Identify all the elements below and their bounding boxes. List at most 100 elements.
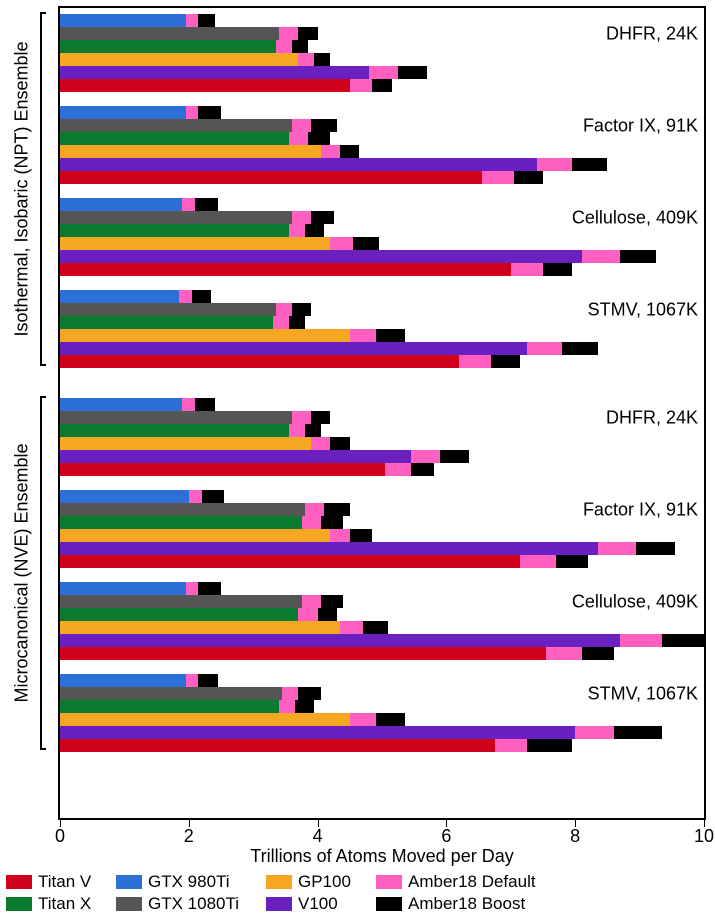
legend-swatch [116, 875, 142, 889]
bar-seg-boost [321, 595, 344, 608]
bar-seg-default [289, 132, 308, 145]
bar-seg-boost [324, 503, 350, 516]
bar-seg-boost [195, 198, 218, 211]
legend-label: V100 [298, 894, 338, 914]
bar-seg-base [60, 53, 298, 66]
bar-row [60, 542, 675, 555]
legend-item: Amber18 Default [376, 872, 536, 892]
bar-row [60, 132, 330, 145]
bar-seg-default [282, 687, 298, 700]
bar-seg-base [60, 713, 350, 726]
bar-row [60, 237, 379, 250]
bar-seg-default [279, 700, 295, 713]
bar-seg-base [60, 634, 620, 647]
bar-row [60, 211, 334, 224]
bar-seg-default [186, 582, 199, 595]
bar-seg-boost [308, 132, 331, 145]
bar-seg-default [292, 211, 311, 224]
bar-seg-boost [195, 398, 214, 411]
bar-seg-base [60, 211, 292, 224]
legend-label: GP100 [298, 872, 351, 892]
x-tick-label: 4 [313, 826, 323, 847]
bar-seg-default [302, 595, 321, 608]
bar-row [60, 290, 211, 303]
legend-label: Amber18 Default [408, 872, 536, 892]
bar-seg-default [350, 329, 376, 342]
subgroup-label: STMV, 1067K [588, 299, 698, 320]
bar-seg-default [459, 355, 491, 368]
bar-seg-boost [295, 700, 314, 713]
bar-row [60, 66, 427, 79]
bar-seg-boost [198, 674, 217, 687]
bar-seg-base [60, 582, 186, 595]
bar-seg-default [289, 224, 305, 237]
x-tick-label: 8 [570, 826, 580, 847]
bar-seg-default [350, 713, 376, 726]
bar-seg-base [60, 608, 298, 621]
bar-seg-default [482, 171, 514, 184]
bar-seg-base [60, 14, 186, 27]
bar-seg-base [60, 490, 189, 503]
bar-seg-default [620, 634, 662, 647]
bar-seg-boost [572, 158, 607, 171]
subgroup-label: Factor IX, 91K [583, 499, 698, 520]
bar-seg-base [60, 316, 273, 329]
bar-seg-base [60, 516, 302, 529]
bar-seg-base [60, 106, 186, 119]
bar-row [60, 398, 215, 411]
bar-row [60, 463, 434, 476]
bar-seg-boost [298, 27, 317, 40]
bar-seg-base [60, 158, 537, 171]
bar-seg-boost [192, 290, 211, 303]
legend-item: GP100 [266, 872, 351, 892]
bar-seg-boost [298, 687, 321, 700]
bar-seg-boost [198, 106, 221, 119]
legend-label: Titan V [38, 872, 91, 892]
bar-seg-boost [543, 263, 572, 276]
bar-seg-base [60, 739, 495, 752]
bar-seg-boost [514, 171, 543, 184]
bar-row [60, 14, 215, 27]
legend-swatch [6, 897, 32, 911]
bar-row [60, 450, 469, 463]
bar-row [60, 424, 321, 437]
bar-seg-default [330, 529, 349, 542]
bar-seg-default [298, 608, 317, 621]
bar-row [60, 263, 572, 276]
bar-seg-default [575, 726, 614, 739]
bar-seg-boost [305, 424, 321, 437]
bar-seg-default [189, 490, 202, 503]
bar-row [60, 595, 343, 608]
bar-seg-boost [202, 490, 225, 503]
chart-root: DHFR, 24KFactor IX, 91KCellulose, 409KST… [0, 0, 715, 917]
bar-seg-base [60, 542, 598, 555]
bar-seg-base [60, 463, 385, 476]
bar-seg-default [179, 290, 192, 303]
bar-row [60, 106, 221, 119]
bar-row [60, 516, 343, 529]
bar-row [60, 529, 372, 542]
subgroup-label: DHFR, 24K [606, 407, 698, 428]
legend-swatch [116, 897, 142, 911]
plot-area: DHFR, 24KFactor IX, 91KCellulose, 409KST… [58, 6, 706, 820]
bar-seg-default [582, 250, 621, 263]
bar-seg-boost [340, 145, 359, 158]
bar-seg-base [60, 40, 276, 53]
bar-seg-base [60, 263, 511, 276]
bar-row [60, 329, 405, 342]
bar-seg-boost [614, 726, 662, 739]
bar-seg-default [182, 398, 195, 411]
bar-seg-default [511, 263, 543, 276]
bar-seg-base [60, 290, 179, 303]
bar-seg-boost [292, 303, 311, 316]
bar-row [60, 713, 405, 726]
bar-seg-base [60, 119, 292, 132]
bar-seg-base [60, 79, 350, 92]
bar-seg-boost [491, 355, 520, 368]
bar-seg-boost [311, 211, 334, 224]
bar-seg-boost [527, 739, 572, 752]
bar-seg-base [60, 450, 411, 463]
bar-seg-boost [198, 582, 221, 595]
group-label: Microcanonical (NVE) Ensemble [12, 443, 33, 702]
bar-row [60, 739, 572, 752]
